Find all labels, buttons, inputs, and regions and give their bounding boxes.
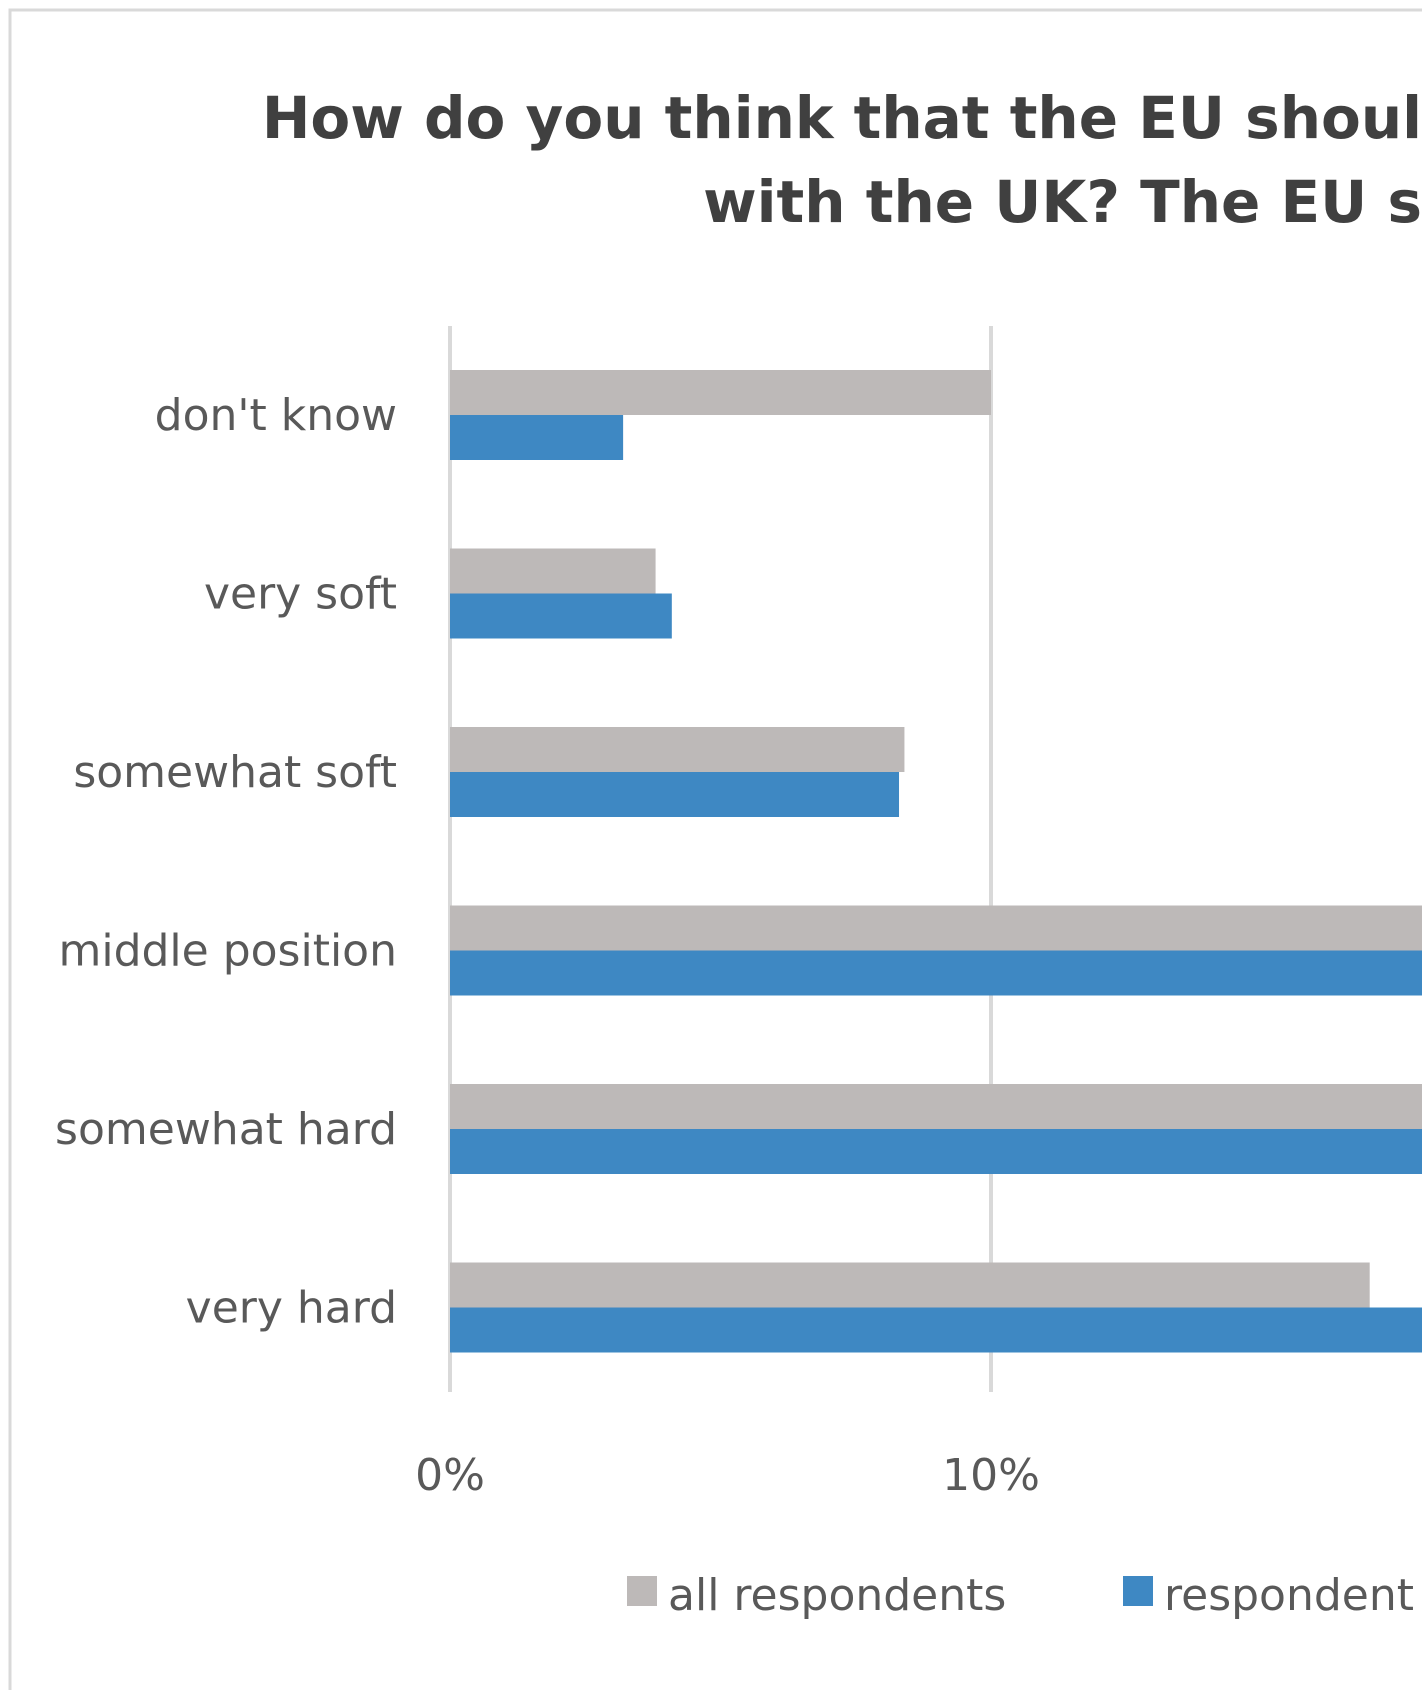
gridlines xyxy=(448,326,993,1392)
bar-all-respondents-very-soft xyxy=(450,548,656,594)
category-label-very-soft: very soft xyxy=(204,569,397,620)
legend-swatch-respondent xyxy=(1123,1576,1153,1606)
category-label-somewhat-soft: somewhat soft xyxy=(73,747,397,798)
bar-respondent-don-t-know xyxy=(450,415,624,460)
bar-respondent-middle-position xyxy=(450,950,1422,996)
bar-respondent-very-soft xyxy=(450,593,672,639)
bar-respondent-somewhat-soft xyxy=(450,772,900,817)
bar-all-respondents-middle-position xyxy=(450,905,1422,951)
legend-label-respondent: respondent xyxy=(1164,1570,1414,1621)
x-tick-label: 0% xyxy=(415,1450,485,1501)
legend-label-all-respondents: all respondents xyxy=(668,1570,1006,1621)
category-labels: don't know very soft somewhat soft middle p… xyxy=(55,390,397,1334)
bar-all-respondents-somewhat-hard xyxy=(450,1084,1422,1129)
bar-all-respondents-very-hard xyxy=(450,1262,1370,1308)
chart-frame xyxy=(8,8,1422,1695)
chart-title-line-2: with the UK? The EU s xyxy=(703,168,1422,236)
category-label-very-hard: very hard xyxy=(186,1283,397,1334)
x-tick-label: 10% xyxy=(942,1450,1040,1501)
category-label-somewhat-hard: somewhat hard xyxy=(55,1104,397,1155)
bar-respondent-somewhat-hard xyxy=(450,1129,1422,1174)
chart-title-line-1: How do you think that the EU shoul xyxy=(262,84,1422,152)
legend: all respondents respondent xyxy=(627,1570,1414,1621)
bar-all-respondents-somewhat-soft xyxy=(450,727,905,772)
bar-all-respondents-don-t-know xyxy=(450,370,991,415)
bars xyxy=(450,370,1422,1353)
category-label-don-t-know: don't know xyxy=(155,390,397,441)
legend-swatch-all-respondents xyxy=(627,1576,657,1606)
bar-respondent-very-hard xyxy=(450,1307,1422,1353)
x-tick-labels: 0% 10% xyxy=(415,1450,1040,1501)
category-label-middle-position: middle position xyxy=(58,926,397,977)
